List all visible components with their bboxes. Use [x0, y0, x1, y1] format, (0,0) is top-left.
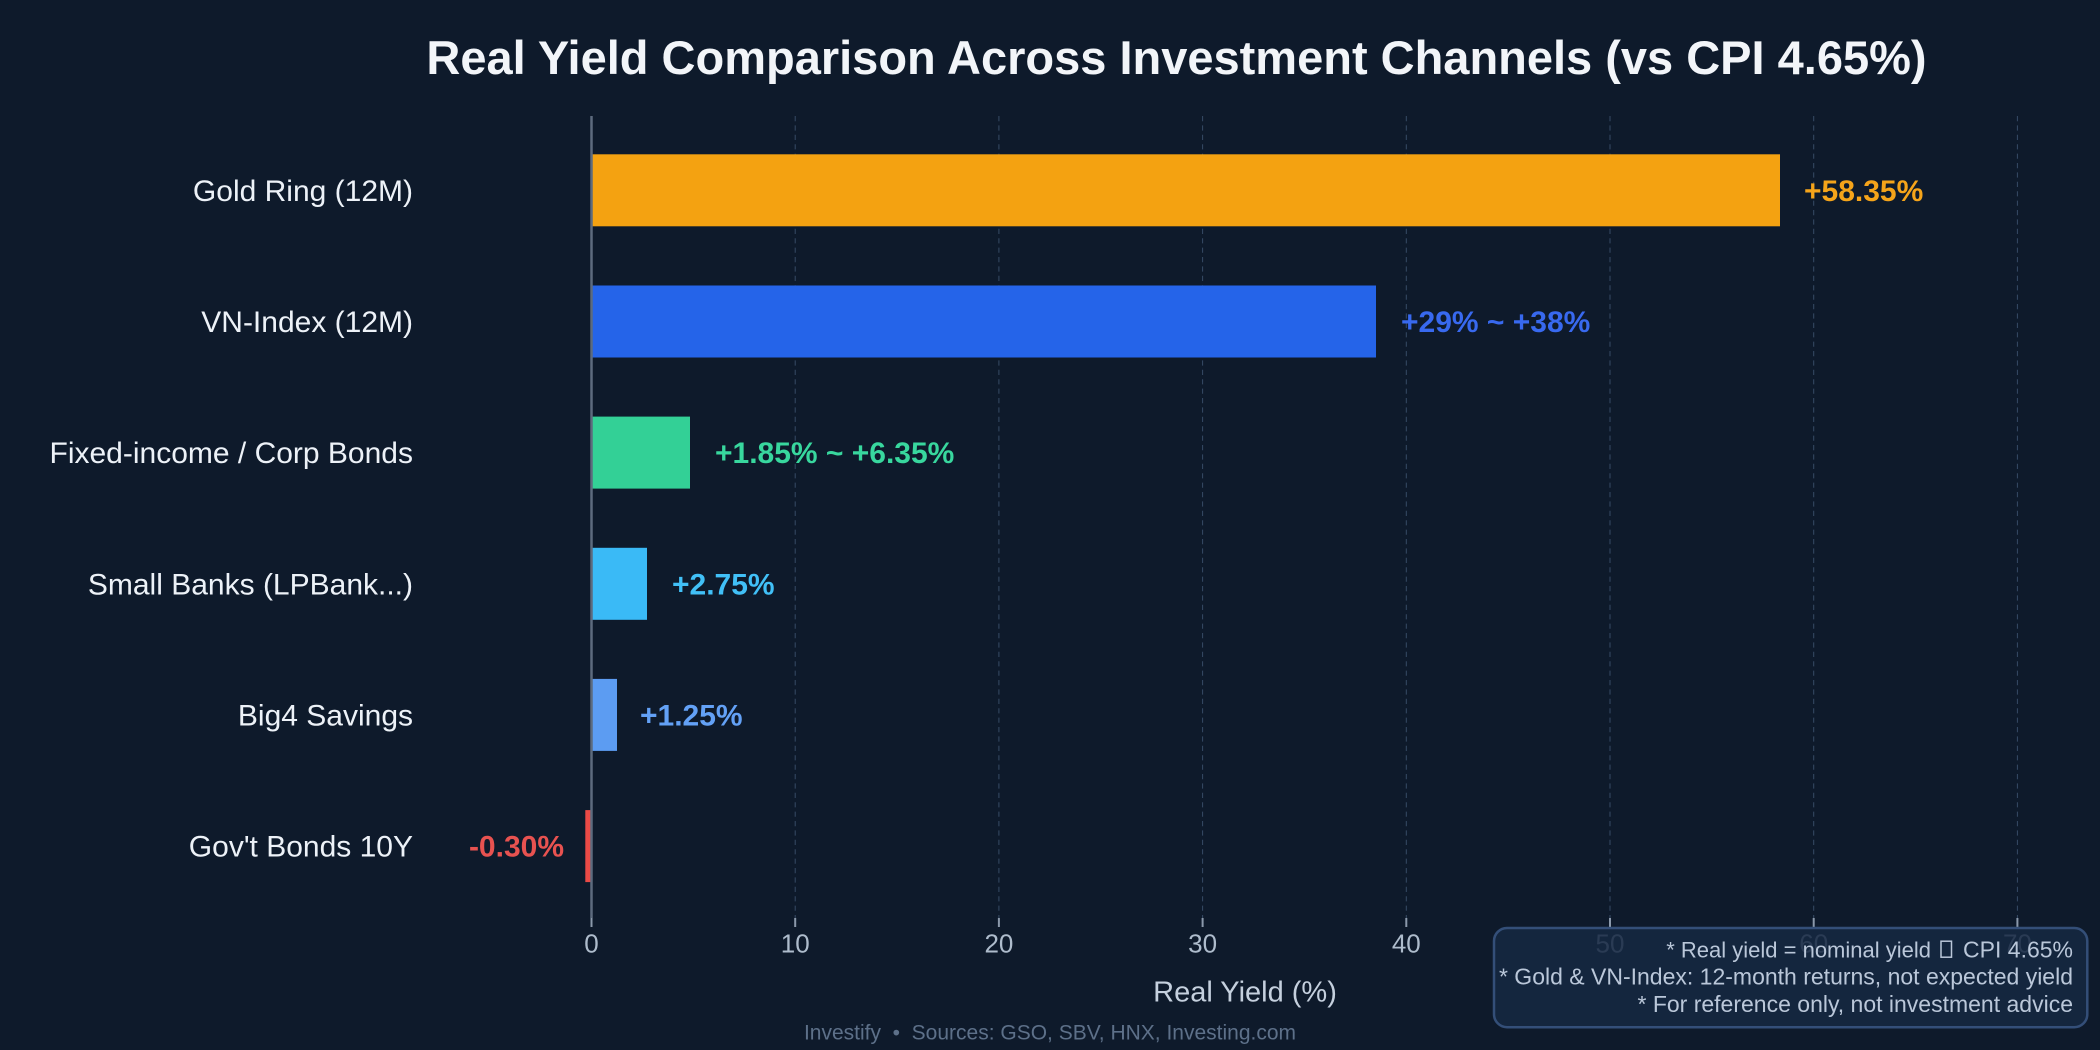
svg-text:30: 30: [1188, 928, 1217, 958]
svg-text:Fixed-income / Corp Bonds: Fixed-income / Corp Bonds: [50, 437, 414, 470]
svg-text:Gov't Bonds 10Y: Gov't Bonds 10Y: [189, 831, 413, 864]
svg-text:VN-Index (12M): VN-Index (12M): [201, 306, 413, 339]
svg-text:Small Banks (LPBank...): Small Banks (LPBank...): [88, 568, 413, 601]
svg-text:Big4 Savings: Big4 Savings: [238, 699, 413, 732]
svg-text:Investify • Sources: GSO, SB: Investify • Sources: GSO, SBV, HNX, Inve…: [804, 1022, 1296, 1045]
svg-text:+29% ~ +38%: +29% ~ +38%: [1401, 306, 1590, 339]
svg-text:* Real yield = nominal yield: * Real yield = nominal yield: [1666, 937, 1931, 962]
svg-text:+2.75%: +2.75%: [672, 568, 775, 601]
svg-text:Real Yield Comparison Across I: Real Yield Comparison Across Investment …: [426, 31, 1926, 84]
svg-text:+1.85% ~ +6.35%: +1.85% ~ +6.35%: [715, 437, 954, 470]
svg-text:-0.30%: -0.30%: [469, 831, 564, 864]
svg-text:* Gold & VN-Index: 12-month re: * Gold & VN-Index: 12-month returns, not…: [1499, 963, 2073, 989]
svg-text:Gold Ring (12M): Gold Ring (12M): [193, 175, 413, 208]
svg-text:* For reference only, not inve: * For reference only, not investment adv…: [1637, 991, 2073, 1017]
svg-text:CPI 4.65%: CPI 4.65%: [1963, 936, 2073, 962]
svg-text:20: 20: [984, 928, 1013, 958]
svg-text:+58.35%: +58.35%: [1804, 175, 1923, 208]
svg-text:+1.25%: +1.25%: [640, 699, 743, 732]
svg-text:10: 10: [781, 928, 810, 958]
svg-text:Real Yield (%): Real Yield (%): [1153, 977, 1337, 1009]
svg-text:0: 0: [584, 928, 598, 958]
svg-text:40: 40: [1392, 928, 1421, 958]
